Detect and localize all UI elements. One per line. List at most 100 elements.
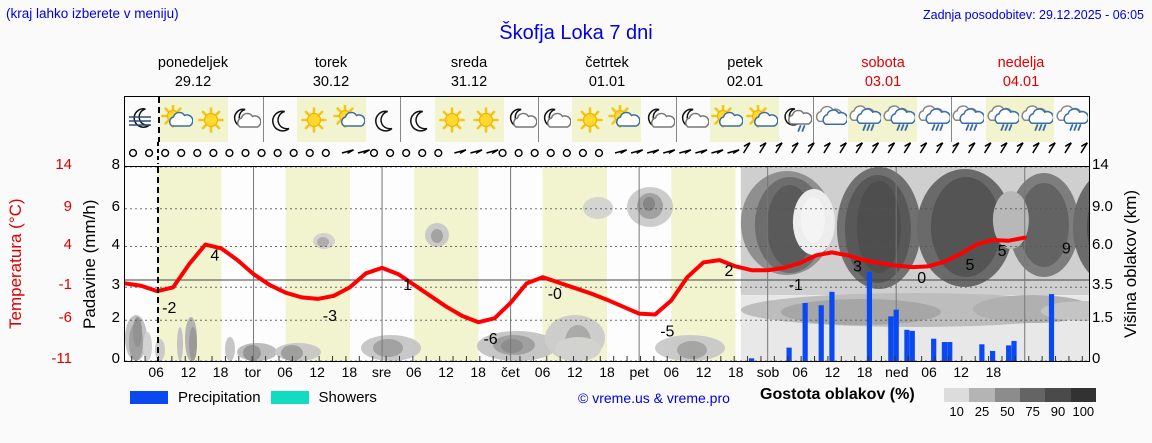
time-axis-labels: 06 12 18 tor 06 12 18 sre 06 12 18 čet 06 12 18 pet 06 12… — [124, 364, 1090, 384]
time-label-1: 12 — [180, 364, 197, 380]
weather-icon-moon-fog — [125, 97, 159, 142]
weather-icon-moon — [262, 97, 297, 142]
day-separator — [813, 97, 815, 142]
time-label-13: 12 — [567, 364, 583, 380]
cloud-density-colorbar-labels: 10 25 50 75 90 100 — [934, 404, 1110, 422]
time-label-4: 06 — [277, 364, 293, 380]
cloud-density-segment-90 — [1045, 388, 1071, 402]
weather-icon-cloud-rain — [847, 97, 883, 142]
weather-icon-moon-cloud — [538, 97, 572, 142]
time-label-22: 18 — [856, 364, 873, 380]
weather-icon-sun — [193, 97, 229, 142]
time-label-26: 18 — [985, 364, 1002, 380]
temperature-tick-1: 9 — [63, 197, 72, 215]
weather-icon-sun — [572, 97, 607, 142]
precipitation-tick-1: 6 — [111, 197, 120, 215]
day-separator — [675, 97, 677, 142]
day-date: 31.12 — [450, 74, 488, 90]
weather-icon-sun — [434, 97, 470, 142]
cloud-density-segment-75 — [1019, 388, 1046, 402]
precipitation-tick-2: 4 — [111, 235, 120, 253]
weather-icon-cloud-rain — [1019, 97, 1055, 142]
day-date: 29.12 — [174, 74, 212, 90]
location-menu-note: (kraj lahko izberete v meniju) — [6, 6, 179, 21]
meteogram-plot: -2 4 -3 1 -6 -0 -5 2 -1 3 0 5 5 9 — [124, 166, 1090, 362]
svg-text:2: 2 — [724, 263, 733, 280]
day-separator — [951, 97, 953, 142]
svg-text:0: 0 — [917, 270, 926, 287]
weather-icon-sun-cloud — [159, 97, 194, 142]
time-label-25: 12 — [953, 364, 969, 380]
weather-icon-moon-cloud — [504, 97, 538, 142]
cloud-density-segment-10 — [944, 388, 970, 402]
time-label-11: čet — [501, 364, 520, 380]
temperature-tick-3: -1 — [58, 276, 72, 294]
day-date: 01.01 — [588, 74, 626, 90]
weather-icon-moon — [366, 97, 400, 142]
cloud-density-legend-title: Gostota oblakov (%) — [760, 386, 915, 403]
day-header-5: petek 02.01 — [676, 54, 814, 94]
svg-text:4: 4 — [210, 248, 219, 265]
time-label-6: 18 — [341, 364, 358, 380]
time-label-20: 06 — [792, 364, 808, 380]
day-name: petek — [727, 55, 763, 71]
weather-icon-moon-cloud — [641, 97, 675, 142]
precipitation-tick-0: 8 — [111, 156, 120, 173]
precipitation-swatch — [130, 390, 168, 404]
day-date: 03.01 — [864, 74, 902, 90]
showers-swatch — [270, 390, 309, 404]
weather-icon-moon-cloud-rain — [779, 97, 813, 142]
time-label-10: 18 — [470, 364, 486, 380]
weather-icon-cloud-rain — [1054, 97, 1088, 142]
day-header-2: torek 30.12 — [262, 54, 400, 94]
time-label-17: 12 — [695, 364, 712, 380]
svg-text:-6: -6 — [483, 331, 497, 348]
wind-barbs-svg — [128, 142, 1088, 164]
day-name: sobota — [861, 55, 905, 71]
temperature-tick-labels: 14 9 4 -1 -6 -11 — [24, 156, 72, 367]
svg-text:-0: -0 — [548, 286, 562, 303]
day-header-3: sreda 31.12 — [400, 54, 538, 94]
cloud-height-tick-3: 3.5 — [1092, 276, 1113, 294]
meteogram-svg: -2 4 -3 1 -6 -0 -5 2 -1 3 0 5 5 9 — [125, 167, 1089, 361]
svg-text:5: 5 — [965, 257, 974, 274]
cloud-density-colorbar — [944, 388, 1096, 402]
day-name: sreda — [450, 55, 488, 71]
day-separator — [538, 97, 540, 142]
time-label-0: 06 — [148, 364, 164, 380]
cloud-density-label-1: 25 — [974, 404, 990, 419]
precipitation-tick-5: 0 — [111, 350, 120, 367]
svg-text:-3: -3 — [323, 308, 337, 325]
cloud-height-tick-2: 6.0 — [1092, 235, 1113, 253]
time-label-21: 12 — [824, 364, 841, 380]
cloud-height-tick-1: 9.0 — [1092, 197, 1113, 215]
weather-icon-sun-cloud — [331, 97, 366, 142]
time-label-12: 06 — [534, 364, 551, 380]
svg-text:1: 1 — [403, 277, 412, 294]
time-label-14: 18 — [599, 364, 615, 380]
weather-icon-sun-cloud — [606, 97, 642, 142]
time-label-3: tor — [244, 364, 261, 380]
weather-icon-cloud-rain — [917, 97, 951, 142]
cloud-density-segment-25 — [969, 388, 995, 402]
time-label-15: pet — [629, 364, 649, 380]
current-time-line-icons — [158, 97, 160, 143]
time-label-2: 18 — [212, 364, 229, 380]
day-header-row: ponedeljek 29.12 torek 30.12 sreda 31.12 četrt… — [124, 54, 1090, 94]
time-label-24: 06 — [921, 364, 937, 380]
weather-icon-cloud-rain — [985, 97, 1020, 142]
series-legend: Precipitation Showers — [130, 386, 377, 408]
day-date: 04.01 — [1002, 74, 1040, 90]
svg-text:9: 9 — [1062, 241, 1071, 258]
weather-icon-cloud — [813, 97, 847, 142]
credit-link[interactable]: © vreme.us & vreme.pro — [578, 390, 730, 406]
cloud-density-label-5: 100 — [1072, 404, 1095, 419]
precipitation-tick-labels: 8 6 4 3 2 0 — [92, 156, 120, 367]
day-date: 30.12 — [312, 74, 350, 90]
weather-icon-moon — [400, 97, 434, 142]
day-header-4: četrtek 01.01 — [538, 54, 676, 94]
day-name: nedelja — [997, 55, 1045, 71]
svg-text:5: 5 — [998, 243, 1007, 260]
precipitation-legend-label: Precipitation — [178, 388, 261, 406]
cloud-height-tick-4: 1.5 — [1092, 309, 1113, 327]
